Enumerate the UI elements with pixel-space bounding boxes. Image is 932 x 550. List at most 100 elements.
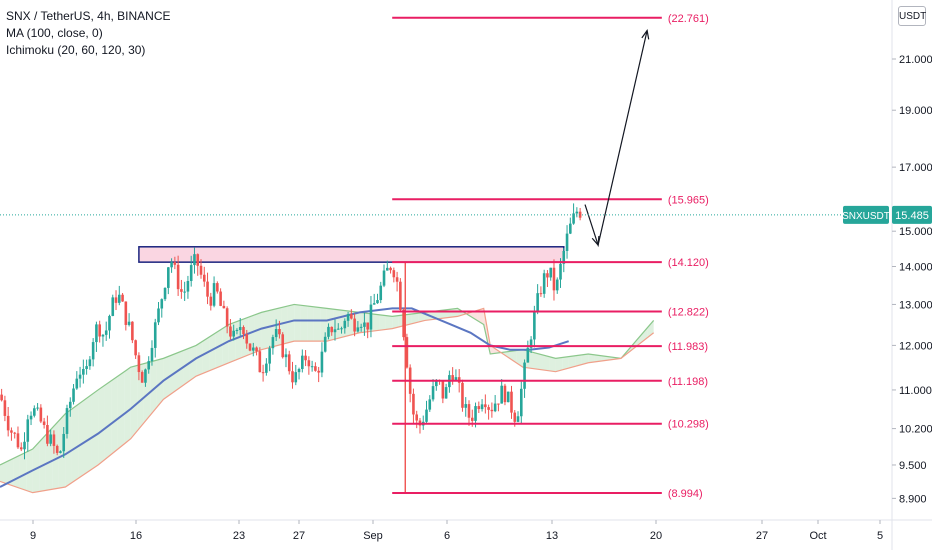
candle-body: [359, 326, 363, 328]
candle-body: [98, 324, 101, 337]
candle-body: [467, 404, 471, 418]
legend-ichimoku[interactable]: Ichimoku (20, 60, 120, 30): [6, 43, 146, 57]
candle-body: [320, 351, 324, 373]
y-tick-label: 11.000: [899, 385, 932, 397]
candle-body: [575, 211, 579, 214]
x-tick-label: 20: [650, 530, 662, 542]
time-axis[interactable]: 9 16 23 27 Sep 6 13 20 27 Oct 5: [30, 520, 883, 542]
cloud-segment: [117, 371, 125, 450]
candle-body: [562, 250, 566, 264]
resistance-zone: [138, 246, 565, 263]
cloud-segment: [503, 351, 510, 359]
x-tick-label: 23: [233, 530, 245, 542]
cloud-segment: [385, 315, 393, 330]
cloud-segment: [640, 327, 648, 343]
cloud-segment: [111, 376, 118, 455]
level-label: (14.120): [668, 257, 709, 269]
candle-body: [59, 451, 62, 453]
candle-body: [529, 339, 533, 348]
candle-body: [258, 351, 262, 373]
cloud-segment: [372, 313, 380, 332]
candle-body: [578, 211, 582, 218]
candle-body: [412, 393, 415, 415]
y-tick-label: 14.000: [899, 262, 932, 274]
cloud-segment: [320, 307, 327, 342]
cloud-segment: [379, 314, 386, 331]
cloud-segment: [575, 354, 582, 367]
price-axis[interactable]: 21.000 19.000 17.000 15.000 14.000 13.000 12.0…: [892, 54, 932, 505]
candle-body: [395, 277, 399, 282]
candle-body: [39, 407, 43, 422]
arrow-head-down: [591, 236, 600, 247]
candle-body: [399, 281, 402, 310]
cloud-segment: [601, 355, 608, 361]
cloud-segment: [392, 315, 399, 329]
candle-body: [382, 270, 386, 286]
candle-body: [366, 322, 369, 330]
ma-line: [0, 307, 569, 488]
candle-body: [137, 355, 141, 373]
candle-body: [121, 294, 124, 302]
candle-body: [104, 330, 108, 335]
candle-body: [173, 262, 177, 265]
cloud-segment: [549, 356, 556, 372]
candle-body: [268, 348, 271, 364]
candle-body: [526, 347, 530, 363]
candle-body: [330, 326, 334, 333]
candle-body: [238, 327, 242, 331]
candle-body: [101, 334, 105, 337]
y-tick-label: 19.000: [899, 105, 932, 117]
legend-symbol[interactable]: SNX / TetherUS, 4h, BINANCE: [6, 9, 171, 23]
cloud-segment: [300, 305, 308, 342]
cloud-segment: [222, 324, 229, 366]
cloud-segment: [91, 389, 99, 470]
y-tick-label: 9.500: [899, 460, 927, 472]
candle-body: [392, 270, 396, 278]
currency-button[interactable]: USDT: [898, 6, 926, 26]
candle-body: [350, 314, 353, 319]
cloud-segment: [189, 345, 197, 381]
candle-body: [36, 407, 39, 409]
cloud-segment: [313, 306, 321, 342]
candle-body: [470, 417, 474, 421]
candle-body: [546, 273, 549, 278]
candle-body: [278, 329, 281, 335]
cloud-segment: [555, 357, 563, 372]
candle-body: [134, 340, 137, 356]
candle-body: [369, 304, 373, 330]
candle-body: [372, 303, 376, 305]
candle-body: [477, 406, 481, 410]
cloud-segment: [84, 394, 92, 474]
candle-body: [497, 403, 500, 405]
candle-body: [376, 300, 379, 304]
cloud-segment: [307, 306, 314, 342]
candle-body: [480, 404, 484, 410]
candle-body: [533, 311, 536, 340]
candle-body: [95, 324, 98, 343]
cloud-segment: [130, 365, 138, 439]
candle-body: [353, 318, 356, 332]
legend-ma[interactable]: MA (100, close, 0): [6, 26, 103, 40]
candle-body: [229, 326, 232, 337]
candle-body: [356, 327, 360, 332]
cloud-segment: [516, 349, 523, 368]
candle-body: [287, 354, 291, 372]
candle-body: [114, 297, 118, 303]
candles: [0, 203, 582, 494]
cloud-segment: [209, 332, 216, 371]
cloud-segment: [13, 455, 20, 489]
cloud-segment: [529, 351, 536, 369]
chart-legend: SNX / TetherUS, 4h, BINANCE MA (100, clo…: [6, 8, 171, 59]
candle-body: [389, 267, 392, 271]
cloud-segment: [0, 461, 7, 484]
cloud-segment: [634, 335, 641, 348]
x-tick-label: 9: [30, 530, 36, 542]
cloud-segment: [470, 310, 478, 321]
candle-body: [281, 334, 285, 358]
candle-body: [42, 421, 46, 425]
candle-body: [49, 434, 52, 444]
candle-body: [474, 406, 477, 421]
candle-body: [317, 370, 320, 373]
candle-body: [559, 263, 562, 280]
